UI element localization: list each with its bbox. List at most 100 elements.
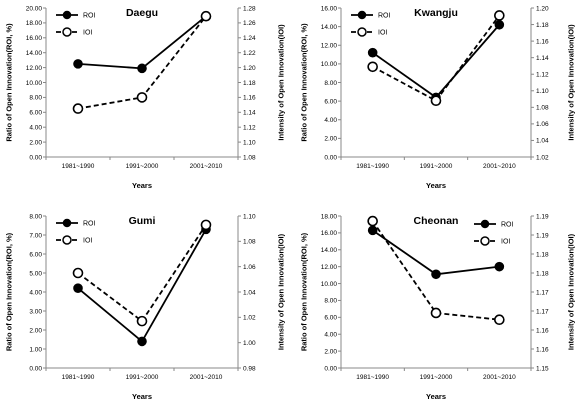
left-tick-label: 10.00 [26, 80, 43, 87]
right-tick-label: 0.98 [243, 365, 256, 372]
legend-label: IOI [378, 30, 387, 37]
data-point-ioi [367, 61, 378, 73]
y2-axis-title: Intensity of Open Innovation(IOI) [567, 233, 576, 350]
right-tick-label: 1.06 [536, 121, 549, 128]
data-point-ioi [430, 307, 442, 319]
right-tick-label: 1.28 [243, 5, 256, 12]
left-tick-label: 10.00 [321, 61, 338, 68]
right-tick-label: 1.00 [243, 340, 256, 347]
left-tick-label: 0.00 [29, 365, 42, 372]
right-tick-label: 1.10 [243, 139, 256, 146]
left-tick-label: 6.00 [324, 315, 337, 322]
chart-panel-kwangju: 0.00 2.00 4.00 6.00 8.00 10.00 12.00 14.00 16.00… [300, 5, 576, 190]
left-tick-label: 7.00 [29, 232, 42, 239]
right-tick-label: 1.16 [243, 95, 256, 102]
left-tick-label: 1.00 [29, 346, 42, 353]
right-tick-label: 1.18 [536, 251, 549, 258]
left-tick-label: 12.00 [321, 264, 338, 271]
series-line-ioi [371, 220, 500, 321]
x-tick-label: 1981~1990 [356, 374, 389, 381]
data-point-roi [367, 225, 378, 236]
data-point-ioi [367, 215, 378, 227]
data-point-roi [137, 336, 147, 347]
data-point-ioi [136, 315, 148, 327]
y-axis-title: Ratio of Open Innovation(ROI, %) [300, 23, 309, 142]
legend-marker-ioi [62, 235, 72, 245]
left-tick-label: 0.00 [29, 154, 42, 161]
legend-label: ROI [378, 13, 391, 20]
left-tick-label: 2.00 [29, 139, 42, 146]
data-point-roi [137, 63, 147, 74]
left-tick-label: 4.00 [29, 125, 42, 132]
left-tick-label: 2.00 [324, 136, 337, 143]
chart-panel-cheonan: 0.00 2.00 4.00 6.00 8.00 10.00 12.00 14.00 16.00… [300, 213, 576, 401]
right-tick-label: 1.04 [243, 289, 256, 296]
left-tick-label: 14.00 [321, 24, 338, 31]
right-tick-label: 1.19 [536, 213, 549, 220]
left-tick-label: 8.00 [324, 80, 337, 87]
left-tick-label: 12.00 [26, 65, 43, 72]
left-tick-label: 0.00 [324, 365, 337, 372]
right-tick-label: 1.20 [243, 65, 256, 72]
left-tick-label: 10.00 [321, 281, 338, 288]
right-tick-label: 1.19 [536, 232, 549, 239]
x-axis-title: Years [426, 392, 446, 401]
chart-panel-gumi: 0.00 1.00 2.00 3.00 4.00 5.00 6.00 7.00 8.00 0.98… [5, 213, 286, 401]
right-tick-label: 1.18 [243, 80, 256, 87]
data-point-ioi [494, 10, 505, 21]
data-point-ioi [494, 314, 505, 325]
legend-marker-roi [62, 10, 72, 20]
series-line-roi [372, 229, 500, 276]
left-tick-label: 14.00 [321, 247, 338, 254]
left-tick-label: 12.00 [321, 43, 338, 50]
right-tick-label: 1.12 [243, 125, 256, 132]
right-tick-label: 1.02 [536, 154, 549, 161]
right-tick-label: 1.24 [243, 35, 256, 42]
left-tick-label: 4.00 [324, 332, 337, 339]
left-tick-label: 8.00 [29, 95, 42, 102]
left-tick-label: 6.00 [324, 98, 337, 105]
series-line-ioi [77, 224, 207, 323]
y2-axis-title: Intensity of Open Innovation(IOI) [277, 233, 286, 350]
left-tick-label: 16.00 [26, 35, 43, 42]
data-point-ioi [136, 92, 148, 103]
data-point-roi [73, 59, 83, 69]
legend-label: IOI [83, 30, 92, 37]
legend-label: ROI [83, 13, 96, 20]
right-tick-label: 1.17 [536, 289, 549, 296]
right-tick-label: 1.22 [243, 50, 256, 57]
x-tick-label: 2001~2010 [483, 374, 516, 381]
data-point-roi [431, 269, 441, 280]
panel-title: Gumi [129, 215, 156, 227]
left-tick-label: 6.00 [29, 110, 42, 117]
left-tick-label: 3.00 [29, 308, 42, 315]
legend-marker-ioi [480, 236, 490, 246]
x-tick-label: 1981~1990 [62, 374, 95, 381]
right-tick-label: 1.16 [536, 38, 549, 45]
left-tick-label: 0.00 [324, 154, 337, 161]
y-axis-title: Ratio of Open Innovation(ROI, %) [300, 232, 309, 351]
right-tick-label: 1.15 [536, 365, 549, 372]
right-tick-label: 1.10 [536, 88, 549, 95]
right-tick-label: 1.16 [536, 327, 549, 334]
left-tick-label: 2.00 [29, 327, 42, 334]
x-tick-label: 1991~2000 [420, 163, 453, 170]
chart-panel-daegu: 0.00 2.00 4.00 6.00 8.00 10.00 12.00 14.00 16.00… [5, 5, 286, 190]
legend-label: IOI [501, 239, 510, 246]
x-tick-label: 2001~2010 [483, 163, 516, 170]
left-tick-label: 6.00 [29, 251, 42, 258]
left-tick-label: 8.00 [324, 298, 337, 305]
data-point-ioi [200, 219, 212, 231]
data-point-ioi [200, 10, 212, 22]
series-line-roi [372, 24, 501, 99]
data-point-ioi [430, 95, 442, 107]
data-point-ioi [72, 267, 84, 279]
left-tick-label: 16.00 [321, 5, 338, 12]
right-tick-label: 1.14 [536, 55, 549, 62]
legend-marker-roi [357, 10, 367, 20]
x-tick-label: 1991~2000 [420, 374, 453, 381]
legend-label: IOI [83, 238, 92, 245]
x-tick-label: 1981~1990 [62, 163, 95, 170]
right-tick-label: 1.08 [243, 154, 256, 161]
